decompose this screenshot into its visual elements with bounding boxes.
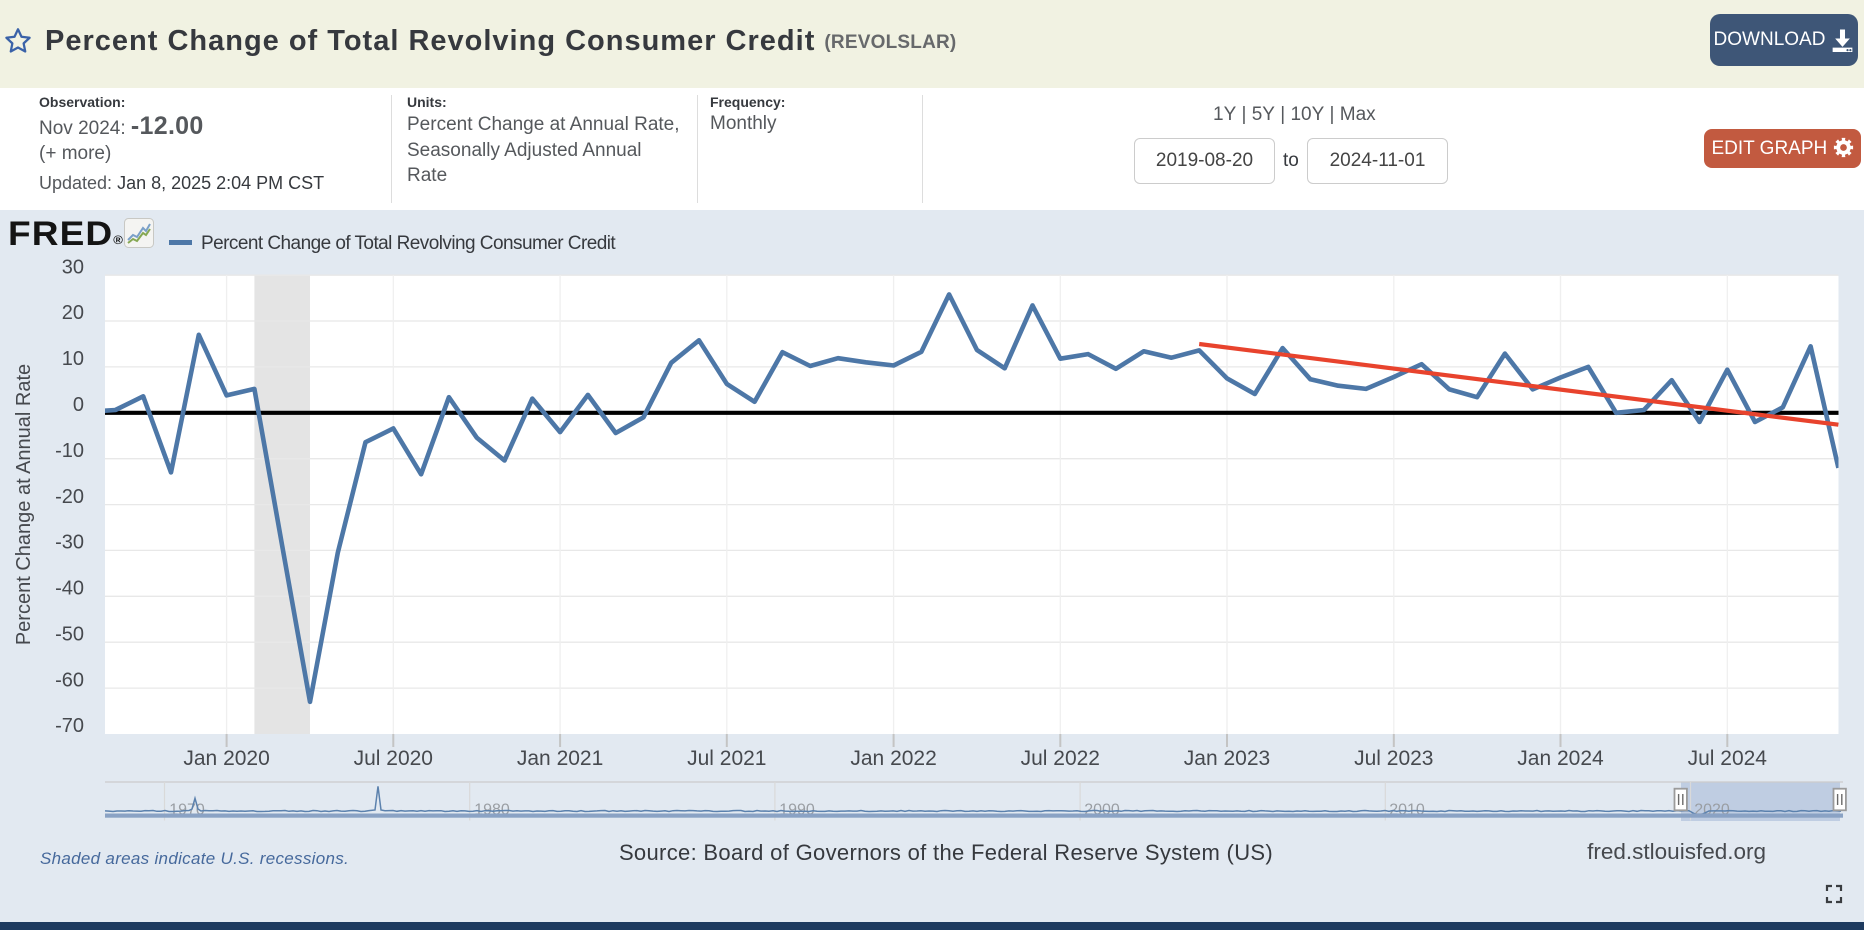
svg-text:30: 30 bbox=[62, 256, 84, 278]
svg-text:0: 0 bbox=[73, 394, 84, 416]
svg-text:Jan 2023: Jan 2023 bbox=[1184, 747, 1270, 770]
svg-text:Jan 2024: Jan 2024 bbox=[1517, 747, 1604, 770]
svg-text:-20: -20 bbox=[55, 486, 84, 508]
svg-text:-60: -60 bbox=[55, 669, 84, 691]
svg-text:Percent Change at Annual Rate: Percent Change at Annual Rate bbox=[13, 364, 35, 645]
svg-text:Jul 2023: Jul 2023 bbox=[1354, 747, 1433, 770]
svg-text:Source: Board of Governors of: Source: Board of Governors of the Federa… bbox=[619, 840, 1273, 865]
svg-text:Jul 2020: Jul 2020 bbox=[354, 747, 433, 770]
svg-text:-30: -30 bbox=[55, 532, 84, 554]
svg-text:Jan 2022: Jan 2022 bbox=[850, 747, 936, 770]
svg-text:fred.stlouisfed.org: fred.stlouisfed.org bbox=[1587, 839, 1766, 864]
svg-text:Shaded areas indicate U.S. rec: Shaded areas indicate U.S. recessions. bbox=[40, 849, 349, 868]
svg-text:-40: -40 bbox=[55, 578, 84, 600]
svg-text:Jan 2021: Jan 2021 bbox=[517, 747, 603, 770]
svg-text:Jul 2024: Jul 2024 bbox=[1688, 747, 1768, 770]
svg-text:-50: -50 bbox=[55, 623, 84, 645]
svg-text:20: 20 bbox=[62, 302, 84, 324]
svg-text:10: 10 bbox=[62, 348, 84, 370]
svg-text:Jul 2021: Jul 2021 bbox=[687, 747, 766, 770]
svg-text:Jul 2022: Jul 2022 bbox=[1021, 747, 1100, 770]
svg-text:Jan 2020: Jan 2020 bbox=[183, 747, 269, 770]
svg-text:-70: -70 bbox=[55, 715, 84, 737]
svg-text:Percent Change of Total Revolv: Percent Change of Total Revolving Consum… bbox=[201, 233, 616, 254]
svg-text:-10: -10 bbox=[55, 440, 84, 462]
